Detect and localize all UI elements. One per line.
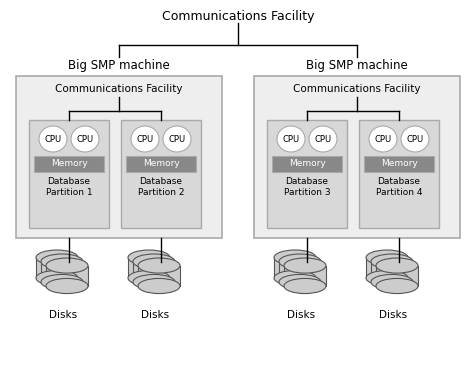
Text: CPU: CPU — [169, 135, 186, 144]
Bar — [366, 258, 408, 278]
Text: Memory: Memory — [288, 160, 326, 169]
Bar — [29, 120, 109, 228]
Bar — [36, 258, 78, 278]
Bar — [376, 266, 418, 286]
Text: Database
Partition 2: Database Partition 2 — [138, 177, 184, 197]
Text: Disks: Disks — [49, 310, 77, 320]
Text: Big SMP machine: Big SMP machine — [68, 59, 170, 72]
Text: Communications Facility: Communications Facility — [55, 84, 183, 94]
Text: CPU: CPU — [315, 135, 332, 144]
Ellipse shape — [128, 250, 170, 265]
Bar — [359, 120, 439, 228]
Text: Communications Facility: Communications Facility — [293, 84, 421, 94]
Bar — [254, 76, 460, 238]
Ellipse shape — [46, 258, 88, 273]
Text: CPU: CPU — [137, 135, 154, 144]
Bar — [272, 156, 342, 172]
Text: CPU: CPU — [77, 135, 94, 144]
Ellipse shape — [41, 274, 83, 290]
Ellipse shape — [366, 271, 408, 285]
Ellipse shape — [279, 274, 321, 290]
Bar — [121, 120, 201, 228]
Ellipse shape — [138, 279, 180, 294]
Ellipse shape — [371, 274, 413, 290]
Text: Disks: Disks — [379, 310, 407, 320]
Text: Database
Partition 1: Database Partition 1 — [46, 177, 92, 197]
Ellipse shape — [133, 254, 175, 269]
Ellipse shape — [41, 254, 83, 269]
Bar — [16, 76, 222, 238]
Ellipse shape — [36, 250, 78, 265]
Ellipse shape — [131, 126, 159, 152]
Ellipse shape — [371, 254, 413, 269]
Ellipse shape — [284, 279, 326, 294]
Text: CPU: CPU — [375, 135, 392, 144]
Bar — [34, 156, 104, 172]
Text: Database
Partition 3: Database Partition 3 — [284, 177, 330, 197]
Ellipse shape — [71, 126, 99, 152]
Text: Memory: Memory — [143, 160, 179, 169]
Ellipse shape — [309, 126, 337, 152]
Ellipse shape — [274, 250, 316, 265]
Ellipse shape — [277, 126, 305, 152]
Bar — [267, 120, 347, 228]
Ellipse shape — [133, 274, 175, 290]
Bar — [41, 262, 83, 282]
Ellipse shape — [36, 271, 78, 285]
Ellipse shape — [376, 279, 418, 294]
Text: Disks: Disks — [287, 310, 315, 320]
Text: Memory: Memory — [381, 160, 417, 169]
Ellipse shape — [163, 126, 191, 152]
Text: CPU: CPU — [407, 135, 424, 144]
Ellipse shape — [401, 126, 429, 152]
Text: Memory: Memory — [50, 160, 88, 169]
Text: Big SMP machine: Big SMP machine — [306, 59, 408, 72]
Ellipse shape — [369, 126, 397, 152]
Ellipse shape — [284, 258, 326, 273]
Bar — [279, 262, 321, 282]
Bar — [274, 258, 316, 278]
Bar — [364, 156, 434, 172]
Ellipse shape — [39, 126, 67, 152]
Ellipse shape — [366, 250, 408, 265]
Text: CPU: CPU — [282, 135, 299, 144]
Ellipse shape — [376, 258, 418, 273]
Text: Database
Partition 4: Database Partition 4 — [376, 177, 422, 197]
Bar — [46, 266, 88, 286]
Bar — [284, 266, 326, 286]
Ellipse shape — [279, 254, 321, 269]
Ellipse shape — [138, 258, 180, 273]
Ellipse shape — [274, 271, 316, 285]
Text: Disks: Disks — [141, 310, 169, 320]
Bar — [133, 262, 175, 282]
Bar — [371, 262, 413, 282]
Bar — [126, 156, 196, 172]
Ellipse shape — [46, 279, 88, 294]
Bar — [138, 266, 180, 286]
Ellipse shape — [128, 271, 170, 285]
Text: CPU: CPU — [44, 135, 61, 144]
Text: Communications Facility: Communications Facility — [162, 10, 314, 23]
Bar — [128, 258, 170, 278]
